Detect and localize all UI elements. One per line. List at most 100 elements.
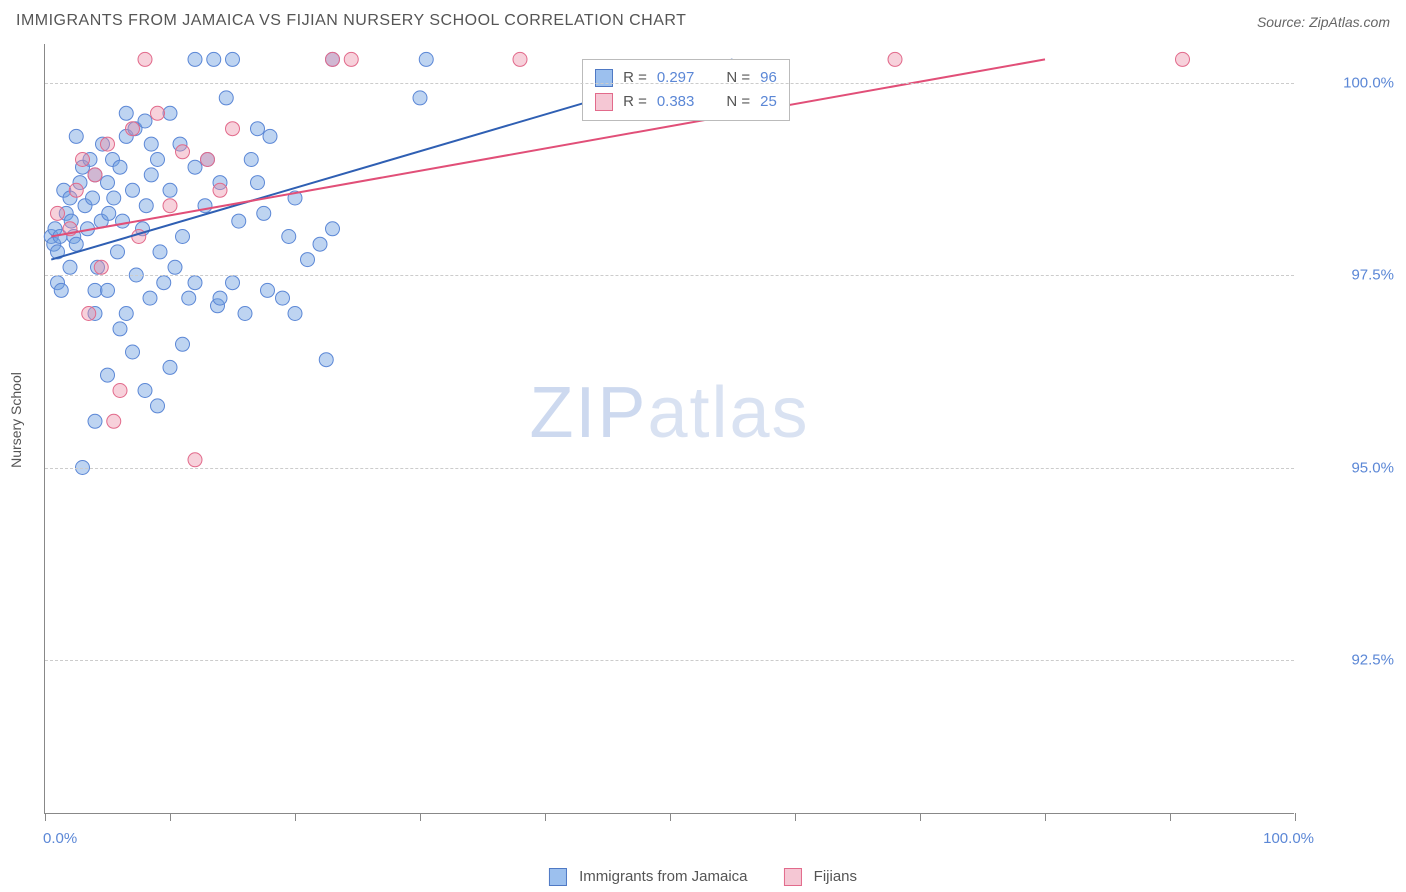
scatter-point <box>226 122 240 136</box>
legend-label-1: Immigrants from Jamaica <box>579 868 747 885</box>
scatter-point <box>257 206 271 220</box>
grid-line <box>45 468 1294 469</box>
scatter-point <box>138 52 152 66</box>
scatter-point <box>82 307 96 321</box>
plot-area: ZIPatlas R = 0.297 N = 96 R = 0.383 N = … <box>44 44 1294 814</box>
scatter-point <box>139 199 153 213</box>
x-tick <box>1295 813 1296 821</box>
scatter-point <box>244 153 258 167</box>
scatter-point <box>276 291 290 305</box>
scatter-point <box>126 345 140 359</box>
legend-item-1: Immigrants from Jamaica <box>549 868 748 886</box>
scatter-point <box>101 368 115 382</box>
scatter-point <box>157 276 171 290</box>
scatter-point <box>313 237 327 251</box>
scatter-point <box>88 283 102 297</box>
source-attribution: Source: ZipAtlas.com <box>1257 14 1390 30</box>
x-tick <box>795 813 796 821</box>
correlation-stats-box: R = 0.297 N = 96 R = 0.383 N = 25 <box>582 59 790 121</box>
scatter-point <box>126 183 140 197</box>
scatter-point <box>144 168 158 182</box>
scatter-point <box>219 91 233 105</box>
scatter-point <box>101 137 115 151</box>
scatter-point <box>319 353 333 367</box>
scatter-point <box>188 276 202 290</box>
x-axis-min-label: 0.0% <box>43 830 77 847</box>
x-tick <box>920 813 921 821</box>
scatter-point <box>151 153 165 167</box>
scatter-point <box>94 260 108 274</box>
scatter-point <box>119 106 133 120</box>
scatter-point <box>263 129 277 143</box>
x-tick <box>670 813 671 821</box>
scatter-point <box>288 307 302 321</box>
chart-title: IMMIGRANTS FROM JAMAICA VS FIJIAN NURSER… <box>16 12 686 30</box>
scatter-point <box>176 230 190 244</box>
scatter-point <box>326 222 340 236</box>
scatter-point <box>413 91 427 105</box>
stats-n-value-1: 96 <box>760 66 777 90</box>
stats-n-label: N = <box>726 66 750 90</box>
scatter-point <box>126 122 140 136</box>
scatter-point <box>213 291 227 305</box>
scatter-point <box>238 307 252 321</box>
scatter-point <box>419 52 433 66</box>
y-tick-label: 97.5% <box>1304 267 1394 284</box>
scatter-point <box>144 137 158 151</box>
scatter-point <box>201 153 215 167</box>
scatter-point <box>168 260 182 274</box>
scatter-point <box>51 206 65 220</box>
scatter-point <box>188 453 202 467</box>
legend-label-2: Fijians <box>814 868 857 885</box>
scatter-point <box>138 114 152 128</box>
scatter-point <box>88 414 102 428</box>
scatter-point <box>301 253 315 267</box>
scatter-point <box>888 52 902 66</box>
x-tick <box>45 813 46 821</box>
scatter-point <box>163 199 177 213</box>
chart-svg <box>45 44 1294 813</box>
scatter-point <box>63 260 77 274</box>
scatter-point <box>226 52 240 66</box>
stats-n-value-2: 25 <box>760 90 777 114</box>
scatter-point <box>282 230 296 244</box>
x-tick <box>420 813 421 821</box>
scatter-point <box>226 276 240 290</box>
y-tick-label: 100.0% <box>1304 74 1394 91</box>
stats-row-series1: R = 0.297 N = 96 <box>595 66 777 90</box>
scatter-point <box>163 106 177 120</box>
scatter-point <box>261 283 275 297</box>
scatter-point <box>207 52 221 66</box>
scatter-point <box>88 168 102 182</box>
scatter-point <box>151 106 165 120</box>
y-tick-label: 95.0% <box>1304 459 1394 476</box>
grid-line <box>45 660 1294 661</box>
x-tick <box>545 813 546 821</box>
stats-r-value-2: 0.383 <box>657 90 695 114</box>
scatter-point <box>153 245 167 259</box>
legend-item-2: Fijians <box>784 868 858 886</box>
scatter-point <box>251 176 265 190</box>
scatter-point <box>513 52 527 66</box>
scatter-point <box>188 52 202 66</box>
x-tick <box>1170 813 1171 821</box>
scatter-point <box>113 160 127 174</box>
scatter-point <box>188 160 202 174</box>
scatter-point <box>113 384 127 398</box>
stats-r-value-1: 0.297 <box>657 66 695 90</box>
stats-r-label: R = <box>623 66 647 90</box>
stats-swatch-series1 <box>595 69 613 87</box>
scatter-point <box>107 191 121 205</box>
grid-line <box>45 83 1294 84</box>
scatter-point <box>163 183 177 197</box>
scatter-point <box>143 291 157 305</box>
y-tick-label: 92.5% <box>1304 652 1394 669</box>
scatter-point <box>86 191 100 205</box>
scatter-point <box>213 183 227 197</box>
scatter-point <box>101 283 115 297</box>
scatter-point <box>1176 52 1190 66</box>
grid-line <box>45 275 1294 276</box>
scatter-point <box>111 245 125 259</box>
scatter-point <box>76 153 90 167</box>
scatter-point <box>69 129 83 143</box>
